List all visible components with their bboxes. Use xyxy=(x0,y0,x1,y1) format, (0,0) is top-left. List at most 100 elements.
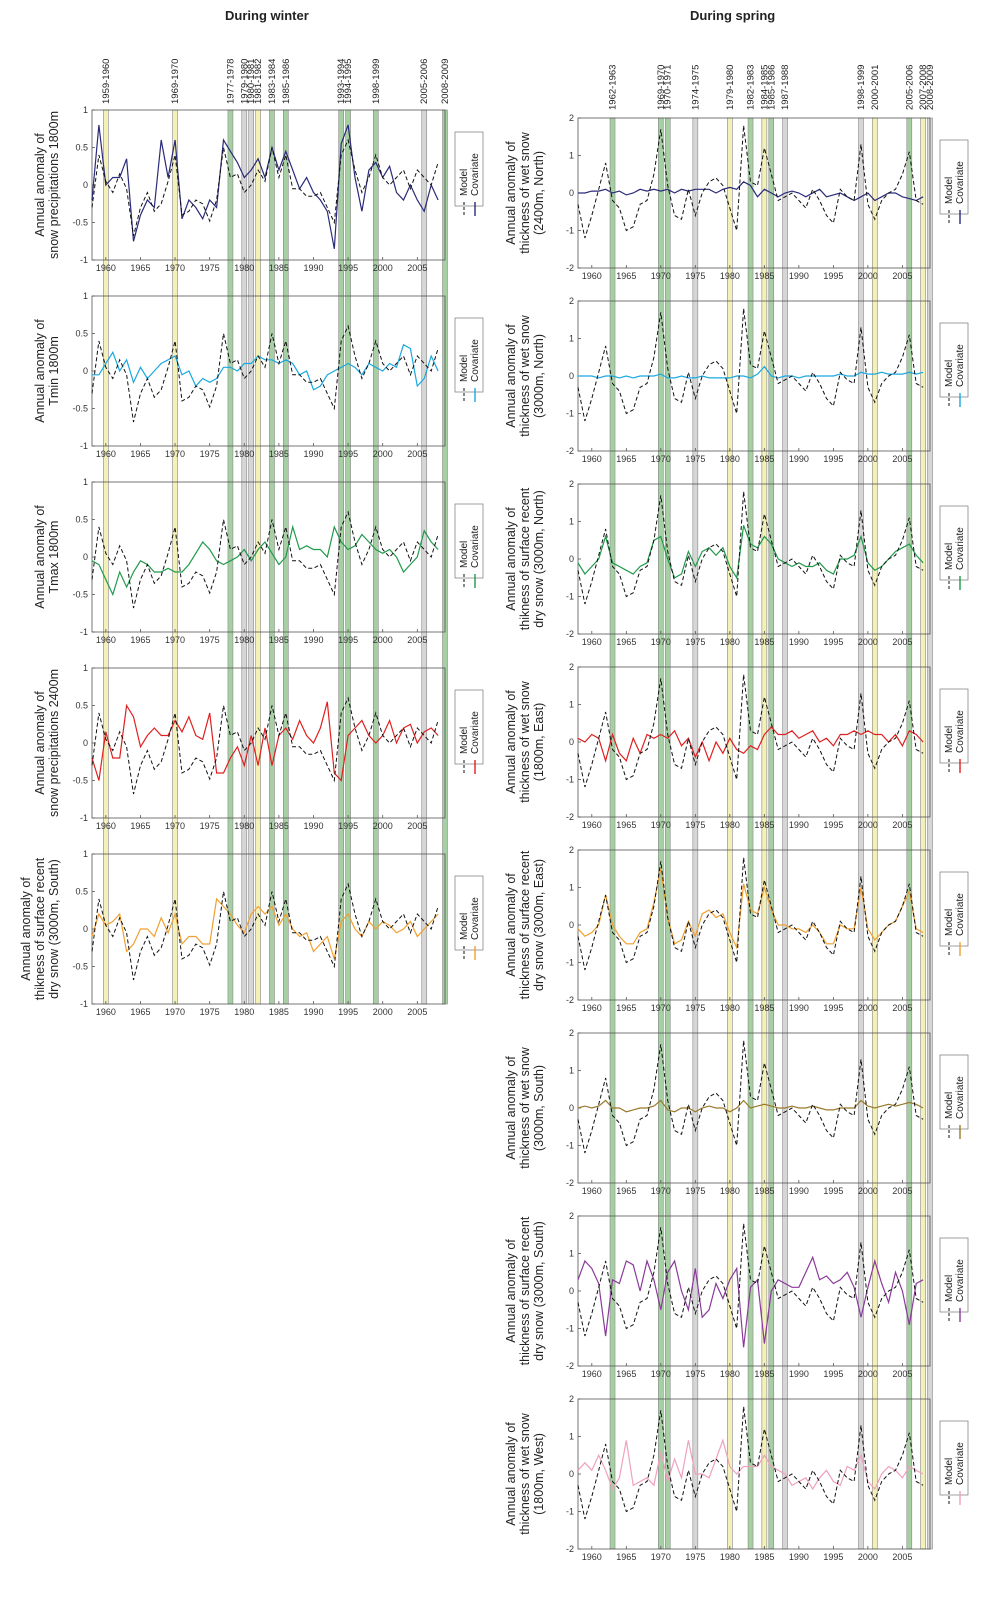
x-tick-label: 2000 xyxy=(373,449,393,459)
x-tick-label: 1985 xyxy=(754,1552,774,1562)
y-tick-label: -0.5 xyxy=(72,404,88,414)
x-tick-label: 1960 xyxy=(582,271,602,281)
x-tick-label: 1980 xyxy=(720,1552,740,1562)
legend-box xyxy=(939,1054,969,1130)
x-tick-label: 2000 xyxy=(373,263,393,273)
covariate-series-line xyxy=(91,701,439,782)
x-tick-label: 1960 xyxy=(96,1007,116,1017)
y-tick-label: 0.5 xyxy=(75,887,88,897)
legend-model-label: Model xyxy=(459,541,470,568)
x-tick-label: 1980 xyxy=(234,263,254,273)
x-tick-label: 1995 xyxy=(823,820,843,830)
band-label: 2005-2006 xyxy=(419,59,430,104)
legend-covariate-label: Covariate xyxy=(955,1442,966,1485)
event-band xyxy=(782,117,788,1550)
y-tick-label: -0.5 xyxy=(72,590,88,600)
x-tick-label: 1980 xyxy=(234,635,254,645)
y-tick-label: 1 xyxy=(569,151,574,161)
band-label: 1994-1995 xyxy=(343,59,354,104)
axes-frame xyxy=(91,481,446,633)
band-label: 1987-1988 xyxy=(780,65,791,110)
y-axis-label: thickness of wet snow xyxy=(518,680,532,803)
x-tick-label: 2005 xyxy=(407,449,427,459)
y-tick-label: -1 xyxy=(80,813,88,823)
y-tick-label: 0 xyxy=(569,1469,574,1479)
x-tick-label: 1985 xyxy=(269,263,289,273)
y-axis-label: thickness of wet snow xyxy=(518,1412,532,1535)
band-label: 1970-1971 xyxy=(663,65,674,110)
y-axis-label: snow precipitations 2400m xyxy=(47,669,61,817)
x-tick-label: 1965 xyxy=(616,1003,636,1013)
band-label: 1979-1980 xyxy=(725,65,736,110)
x-tick-label: 1985 xyxy=(754,820,774,830)
x-tick-label: 1990 xyxy=(789,637,809,647)
y-tick-label: -1 xyxy=(566,1141,574,1151)
legend-covariate-label: Covariate xyxy=(955,1076,966,1119)
legend-box xyxy=(939,322,969,398)
covariate-series-line xyxy=(577,1099,924,1113)
legend-covariate-label: Covariate xyxy=(470,711,481,754)
x-tick-label: 1990 xyxy=(789,454,809,464)
y-tick-label: -2 xyxy=(566,1544,574,1554)
y-tick-label: -2 xyxy=(566,1178,574,1188)
y-tick-label: 0 xyxy=(569,1103,574,1113)
legend-model-label: Model xyxy=(944,543,955,570)
y-tick-label: 0.5 xyxy=(75,701,88,711)
band-label: 1980-1981 xyxy=(246,59,257,104)
x-tick-label: 1990 xyxy=(789,1186,809,1196)
band-label: 2007-2008 xyxy=(918,65,929,110)
subplot: -2 -1 0 1 2 1960 1965 1970 1975 1980 1985 1990 1995 2… xyxy=(504,296,969,464)
x-tick-label: 1965 xyxy=(130,821,150,831)
model-series-line xyxy=(91,696,439,795)
x-tick-label: 1965 xyxy=(616,1186,636,1196)
x-tick-label: 2000 xyxy=(373,635,393,645)
event-band xyxy=(664,117,671,1550)
y-axis-label: Annual anomaly of xyxy=(504,507,518,611)
x-tick-label: 1960 xyxy=(582,1552,602,1562)
x-tick-label: 1970 xyxy=(165,449,185,459)
legend-box xyxy=(454,131,484,207)
x-tick-label: 1965 xyxy=(616,1552,636,1562)
legend-model-label: Model xyxy=(459,169,470,196)
x-tick-label: 1990 xyxy=(303,449,323,459)
legend-covariate-label: Covariate xyxy=(470,525,481,568)
x-tick-label: 1995 xyxy=(338,821,358,831)
x-tick-label: 1980 xyxy=(720,637,740,647)
y-axis-label: (2400m, North) xyxy=(532,151,546,235)
y-axis-label: thickness of wet snow xyxy=(518,1046,532,1169)
legend-covariate-label: Covariate xyxy=(470,153,481,196)
y-tick-label: -2 xyxy=(566,1361,574,1371)
y-tick-label: -1 xyxy=(566,592,574,602)
model-series-line xyxy=(91,510,439,609)
event-band xyxy=(727,117,733,1550)
legend-model-label: Model xyxy=(459,727,470,754)
axes-frame xyxy=(91,109,446,261)
covariate-series-line xyxy=(577,726,924,763)
x-tick-label: 1990 xyxy=(303,821,323,831)
x-tick-label: 1995 xyxy=(823,271,843,281)
legend-model-label: Model xyxy=(459,913,470,940)
y-tick-label: 1 xyxy=(83,663,88,673)
y-tick-label: 2 xyxy=(569,662,574,672)
subplot: -1 -0.5 0 0.5 1 1960 1965 1970 1975 1980 1985 1990 1… xyxy=(33,477,484,645)
band-label: 1959-1960 xyxy=(101,59,112,104)
legend-box xyxy=(939,505,969,581)
x-tick-label: 1990 xyxy=(303,1007,323,1017)
y-tick-label: -0.5 xyxy=(72,218,88,228)
covariate-series-line xyxy=(578,365,924,379)
subplot: -2 -1 0 1 2 1960 1965 1970 1975 1980 1985 1990 1995 2… xyxy=(504,1394,969,1562)
x-tick-label: 2005 xyxy=(892,1369,912,1379)
y-axis-label: dry snow (3000m, East) xyxy=(532,859,546,991)
y-axis-label: Annual anomaly of xyxy=(33,505,47,609)
y-axis-label: thickness of surface recent xyxy=(518,1216,532,1365)
x-tick-label: 1970 xyxy=(651,271,671,281)
x-tick-label: 1980 xyxy=(234,1007,254,1017)
y-axis-label: thickness of surface recent xyxy=(518,850,532,999)
x-tick-label: 1995 xyxy=(823,1552,843,1562)
covariate-series-line xyxy=(91,524,439,597)
legend-box xyxy=(939,1237,969,1313)
subplot: -1 -0.5 0 0.5 1 1960 1965 1970 1975 1980 1985 1990 1… xyxy=(19,849,484,1017)
x-tick-label: 1960 xyxy=(96,449,116,459)
y-tick-label: -1 xyxy=(566,226,574,236)
band-label: 1974-1975 xyxy=(690,65,701,110)
